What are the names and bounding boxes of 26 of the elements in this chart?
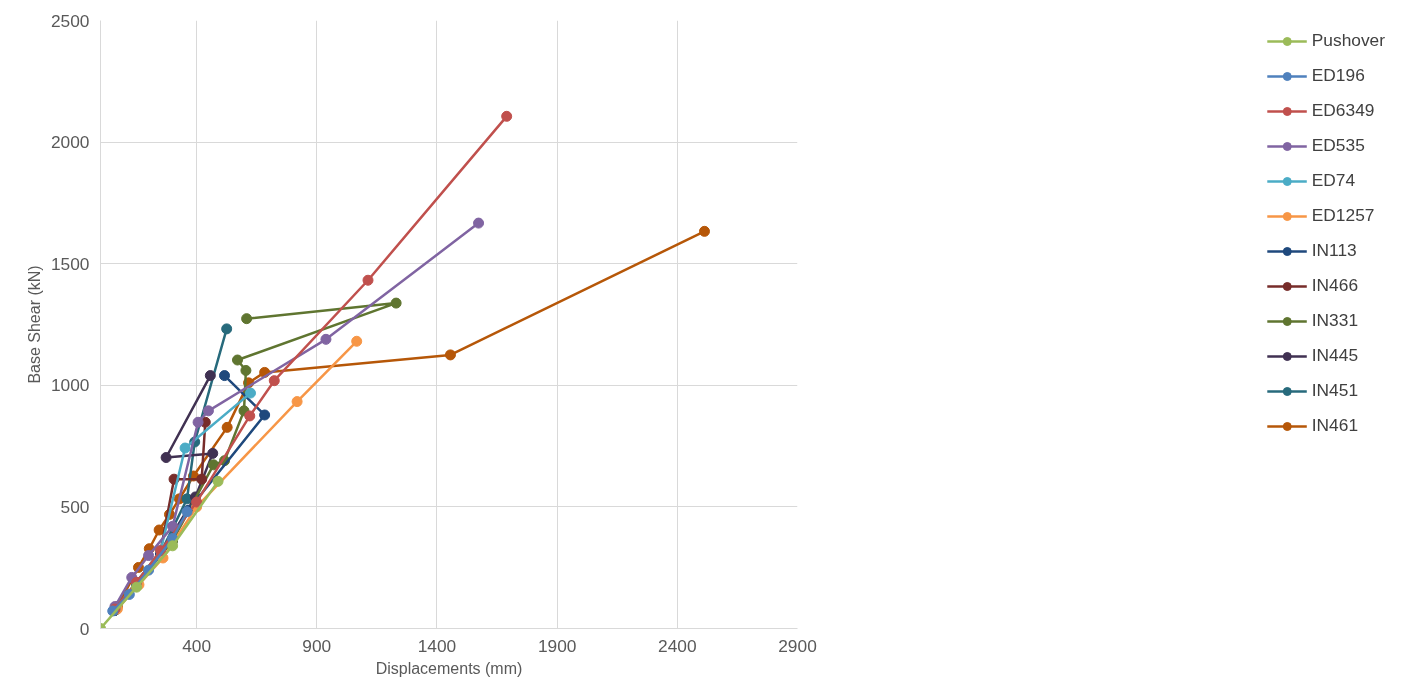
x-axis-title: Displacements (mm) [375,659,523,677]
y-tick-label: 2000 [50,132,90,153]
legend-label: IN461 [1311,415,1359,436]
x-tick-label: 900 [302,635,332,656]
legend-label: ED535 [1311,135,1365,156]
x-tick-label: 1400 [417,635,457,656]
legend-label: ED1257 [1311,205,1375,226]
y-tick-label: 2500 [50,10,90,31]
legend-label: ED196 [1311,65,1365,86]
legend-label: IN466 [1311,275,1359,296]
y-axis-title: Base Shear (kN) [25,265,43,384]
legend-label: Pushover [1311,30,1385,51]
y-tick-label: 1500 [50,253,90,274]
x-tick-label: 2400 [658,635,697,656]
legend-label: ED74 [1311,170,1356,191]
legend-label: IN445 [1311,345,1359,366]
y-tick-label: 500 [60,496,90,517]
y-tick-label: 0 [79,618,90,639]
x-tick-label: 2900 [778,635,817,656]
x-tick-label: 400 [182,635,212,656]
legend-label: IN331 [1311,310,1359,331]
legend-label: IN113 [1311,240,1357,261]
legend-label: ED6349 [1311,100,1375,121]
x-tick-label: 1900 [537,635,577,656]
legend-label: IN451 [1311,380,1359,401]
y-tick-label: 1000 [50,375,90,396]
